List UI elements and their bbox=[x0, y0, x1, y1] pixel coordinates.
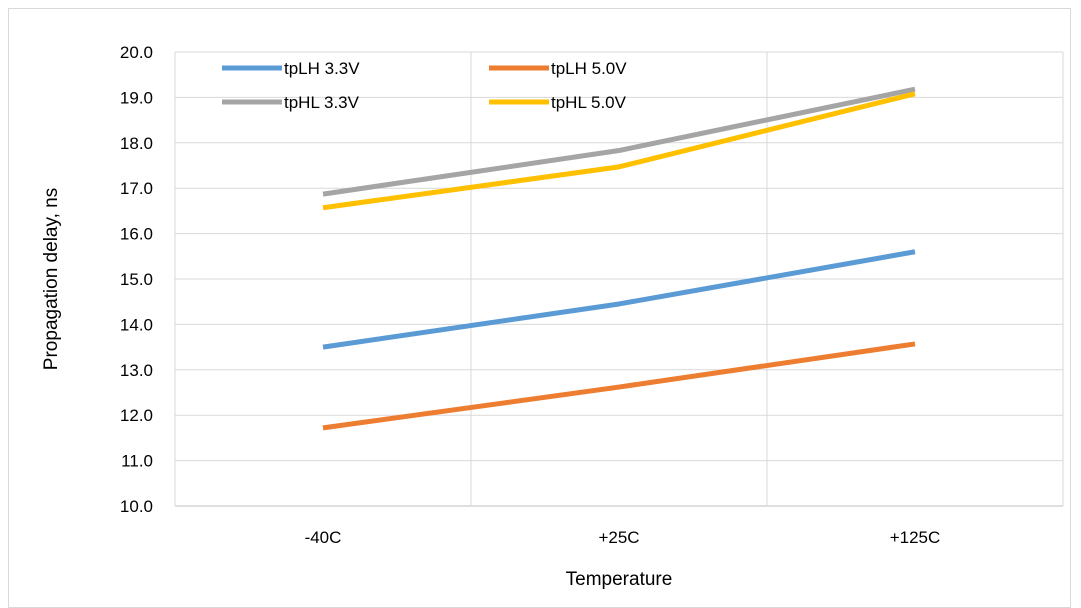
series-line-2 bbox=[322, 86, 916, 197]
y-tick-label: 12.0 bbox=[120, 406, 153, 425]
x-tick-label: +25C bbox=[598, 528, 639, 547]
y-axis-title: Propagation delay, ns bbox=[41, 188, 62, 370]
y-tick-label: 13.0 bbox=[120, 361, 153, 380]
series-line-3 bbox=[322, 91, 916, 211]
axes: 10.0 11.0 12.0 13.0 14.0 15.0 16.0 17.0 18.0 19.0… bbox=[120, 43, 940, 547]
series-line-0 bbox=[322, 249, 916, 350]
legend-label: tpHL 5.0V bbox=[551, 93, 627, 112]
y-tick-label: 17.0 bbox=[120, 179, 153, 198]
grid bbox=[174, 51, 1064, 507]
x-tick-label: -40C bbox=[305, 528, 342, 547]
x-tick-label: +125C bbox=[890, 528, 941, 547]
y-tick-label: 20.0 bbox=[120, 43, 153, 62]
y-tick-label: 16.0 bbox=[120, 225, 153, 244]
series-line-1 bbox=[322, 341, 916, 431]
y-tick-label: 14.0 bbox=[120, 315, 153, 334]
legend: tpLH 3.3V tpLH 5.0V tpHL 3.3V tpHL 5.0V bbox=[222, 59, 627, 112]
legend-label: tpLH 3.3V bbox=[284, 59, 360, 78]
y-tick-label: 15.0 bbox=[120, 270, 153, 289]
legend-label: tpLH 5.0V bbox=[551, 59, 627, 78]
y-tick-label: 18.0 bbox=[120, 134, 153, 153]
chart-frame bbox=[8, 8, 1071, 608]
y-tick-label: 10.0 bbox=[120, 497, 153, 516]
series-lines bbox=[322, 86, 916, 431]
x-axis-title: Temperature bbox=[566, 569, 673, 590]
line-chart: 10.0 11.0 12.0 13.0 14.0 15.0 16.0 17.0 18.0 19.0… bbox=[41, 43, 1064, 590]
y-tick-label: 11.0 bbox=[121, 452, 153, 471]
legend-label: tpHL 3.3V bbox=[284, 93, 360, 112]
y-tick-label: 19.0 bbox=[120, 88, 153, 107]
